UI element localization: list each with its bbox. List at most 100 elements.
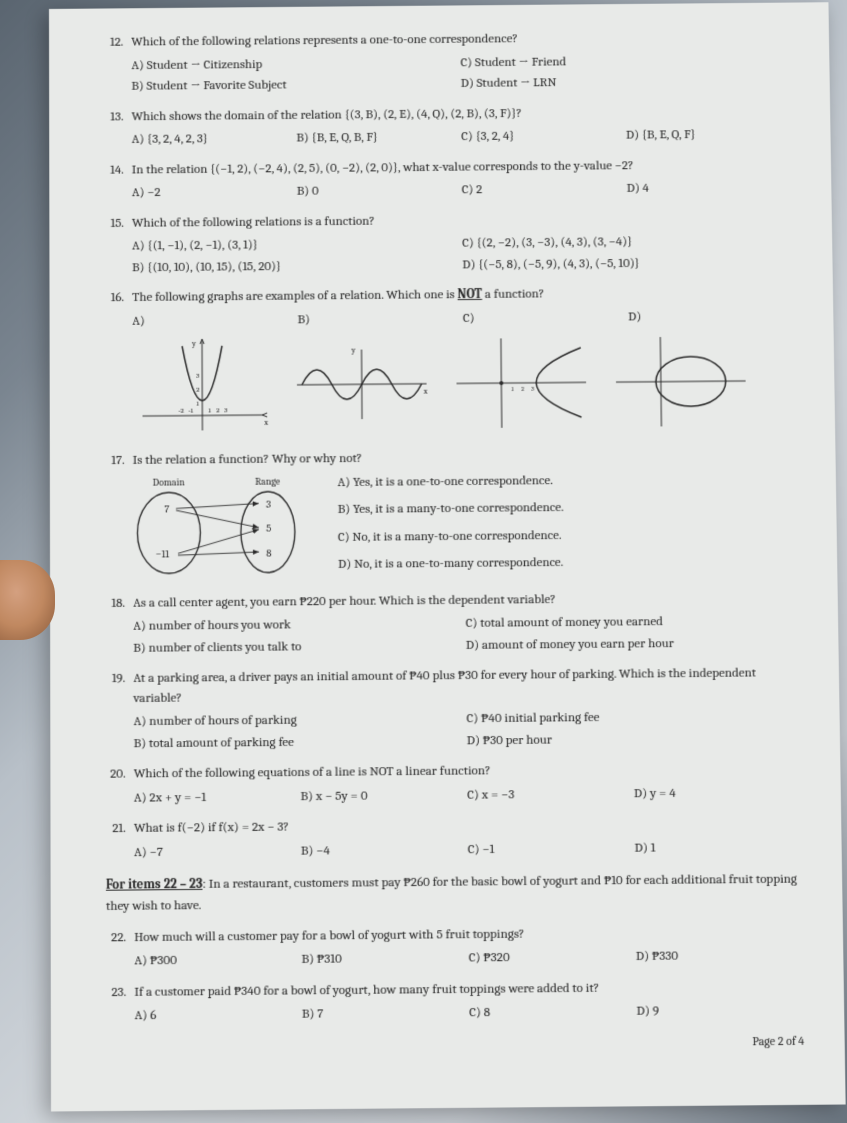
- question-text: How much will a customer pay for a bowl …: [134, 922, 803, 948]
- svg-text:y: y: [351, 346, 356, 355]
- options: A) {3, 2, 4, 2, 3} B) {B, E, Q, B, F} C)…: [132, 123, 791, 150]
- qnum: 19.: [105, 669, 133, 689]
- question-18: 18. As a call center agent, you earn ₱22…: [105, 587, 798, 659]
- question-text: The following graphs are examples of a r…: [132, 282, 793, 307]
- question-text: In the relation {(−1, 2), (−2, 4), (2, 5…: [132, 154, 792, 179]
- option-b: B) 0: [297, 179, 462, 202]
- question-text: Which of the following relations is a fu…: [132, 208, 792, 233]
- question-text: Which of the following relations represe…: [131, 27, 789, 52]
- option-c: C) ₱40 initial parking fee: [466, 705, 799, 730]
- qbody: Which of the following relations represe…: [131, 27, 790, 97]
- label-b: B): [297, 308, 462, 331]
- question-text: Is the relation a function? Why or why n…: [133, 445, 796, 470]
- option-b: B) {(10, 10), (10, 15), (15, 20)}: [132, 254, 462, 278]
- option-d: D) 4: [627, 177, 792, 200]
- options: A) {(1, −1), (2, −1), (3, 1)} C) {(2, −2…: [132, 230, 793, 278]
- svg-text:1: 1: [208, 406, 211, 414]
- section-label: For items 22 – 23: [106, 877, 203, 893]
- option-a: A) −7: [134, 840, 301, 863]
- svg-text:−11: −11: [155, 547, 169, 560]
- question-19: 19. At a parking area, a driver pays an …: [105, 663, 800, 754]
- graphs-row: x y 123 -1-2 123 x y: [132, 331, 795, 436]
- options: A) −7 B) −4 C) −1 D) 1: [134, 836, 802, 864]
- option-b: B) x − 5y = 0: [300, 784, 467, 807]
- svg-text:3: 3: [196, 372, 199, 380]
- option-a: A) number of hours of parking: [134, 708, 467, 733]
- option-c: C) Student → Friend: [460, 49, 789, 73]
- question-14: 14. In the relation {(−1, 2), (−2, 4), (…: [104, 154, 792, 203]
- mapping-diagram-container: Domain Range 7 −11 3 5 8: [133, 468, 798, 584]
- question-20: 20. Which of the following equations of …: [106, 759, 801, 809]
- options: A) 6 B) 7 C) 8 D) 9: [134, 999, 804, 1027]
- option-b: B) Yes, it is a many-to-one corresponden…: [338, 495, 797, 520]
- option-a: A) 2x + y = −1: [134, 786, 301, 809]
- label-c: C): [463, 306, 629, 329]
- svg-text:1: 1: [196, 400, 199, 408]
- qnum: 21.: [106, 819, 134, 839]
- range-label: Range: [255, 476, 281, 487]
- domain-label: Domain: [153, 477, 185, 488]
- option-c: C) −1: [468, 837, 635, 860]
- qnum: 14.: [104, 160, 132, 179]
- option-a: A) ₱300: [134, 949, 301, 972]
- question-16: 16. The following graphs are examples of…: [104, 282, 795, 441]
- svg-text:2: 2: [521, 387, 524, 393]
- question-text: As a call center agent, you earn ₱220 pe…: [133, 587, 798, 612]
- svg-text:2: 2: [216, 406, 220, 414]
- qnum: 22.: [106, 928, 134, 948]
- qbody: Which shows the domain of the relation {…: [132, 101, 791, 150]
- option-b: B) ₱310: [301, 947, 468, 970]
- label-d: D): [628, 305, 794, 328]
- qbody: The following graphs are examples of a r…: [132, 282, 795, 441]
- qtext-part1: The following graphs are examples of a r…: [132, 287, 457, 305]
- option-a: A) {(1, −1), (2, −1), (3, 1)}: [132, 233, 462, 257]
- graph-d-ellipse: [610, 331, 751, 432]
- option-a: A) Yes, it is a one-to-one correspondenc…: [337, 468, 796, 493]
- question-text: Which shows the domain of the relation {…: [132, 101, 791, 126]
- question-13: 13. Which shows the domain of the relati…: [104, 101, 791, 150]
- option-b: B) number of clients you talk to: [133, 634, 466, 658]
- qnum: 17.: [105, 451, 133, 471]
- option-c: C) {(2, −2), (3, −3), (4, 3), (3, −4)}: [462, 230, 792, 254]
- not-underline: NOT: [457, 287, 482, 302]
- option-d: D) ₱330: [636, 944, 803, 967]
- qbody: Which of the following equations of a li…: [134, 759, 801, 809]
- qnum: 13.: [104, 107, 132, 126]
- section-note-22-23: For items 22 – 23: In a restaurant, cust…: [106, 869, 802, 917]
- svg-text:7: 7: [164, 502, 169, 515]
- question-text: If a customer paid ₱340 for a bowl of yo…: [134, 976, 803, 1002]
- qnum: 16.: [104, 288, 132, 308]
- option-d: D) 9: [636, 999, 804, 1022]
- qbody: At a parking area, a driver pays an init…: [133, 663, 800, 754]
- option-d: D) amount of money you earn per hour: [466, 631, 799, 655]
- question-12: 12. Which of the following relations rep…: [104, 27, 791, 97]
- svg-text:x: x: [263, 418, 268, 427]
- qbody: How much will a customer pay for a bowl …: [134, 922, 803, 972]
- qbody: If a customer paid ₱340 for a bowl of yo…: [134, 976, 804, 1027]
- svg-text:8: 8: [266, 546, 271, 559]
- qbody: In the relation {(−1, 2), (−2, 4), (2, 5…: [132, 154, 792, 203]
- options: A) number of hours of parking C) ₱40 ini…: [134, 705, 800, 754]
- qnum: 15.: [104, 213, 132, 233]
- question-15: 15. Which of the following relations is …: [104, 208, 793, 279]
- qbody: Is the relation a function? Why or why n…: [133, 445, 798, 583]
- option-d: D) Student → LRN: [461, 70, 791, 94]
- option-c: C) 8: [469, 1001, 637, 1024]
- thumb-photo-artifact: [0, 560, 55, 640]
- graph-labels: A) B) C) D): [132, 305, 793, 332]
- option-a: A) Student → Citizenship: [131, 52, 460, 76]
- page-number: Page 2 of 4: [106, 1031, 804, 1055]
- question-21: 21. What is f(−2) if f(x) = 2x − 3? A) −…: [106, 813, 802, 864]
- question-text: What is f(−2) if f(x) = 2x − 3?: [134, 813, 801, 839]
- section-text: : In a restaurant, customers must pay ₱2…: [106, 872, 797, 914]
- option-d: D) y = 4: [634, 781, 801, 804]
- exam-paper: 12. Which of the following relations rep…: [49, 2, 846, 1111]
- options: A) Student → Citizenship C) Student → Fr…: [131, 49, 790, 97]
- option-b: B) Student → Favorite Subject: [131, 73, 460, 97]
- question-23: 23. If a customer paid ₱340 for a bowl o…: [106, 976, 804, 1027]
- option-d: D) {B, E, Q, F}: [626, 123, 791, 146]
- option-a: A) −2: [132, 181, 297, 204]
- qtext-part2: a function?: [482, 287, 544, 302]
- svg-text:y: y: [191, 339, 196, 348]
- label-a: A): [132, 309, 297, 332]
